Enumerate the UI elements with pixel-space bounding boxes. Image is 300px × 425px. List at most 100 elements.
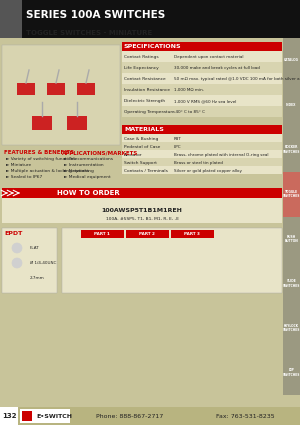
Text: TOGGLE SWITCHES - MINIATURE: TOGGLE SWITCHES - MINIATURE (26, 30, 152, 36)
Text: TOGGLE
SWITCHES: TOGGLE SWITCHES (283, 190, 300, 198)
Bar (17, 83, 35, 95)
Bar (122, 51, 282, 62)
Text: Operating Temperature: Operating Temperature (124, 110, 175, 114)
Text: FEATURES & BENEFITS: FEATURES & BENEFITS (4, 150, 74, 155)
Text: LPC: LPC (174, 144, 182, 148)
Text: PART 1: PART 1 (94, 232, 110, 236)
Bar (0, 0, 300, 38)
Bar (171, 230, 214, 238)
Text: 100A, #5SP5, T1, B1, M1, R, E, -E: 100A, #5SP5, T1, B1, M1, R, E, -E (106, 217, 178, 221)
Text: ROCKER
SWITCHES: ROCKER SWITCHES (283, 145, 300, 154)
Text: PBT: PBT (174, 136, 182, 141)
Text: SERIES 100A SWITCHES: SERIES 100A SWITCHES (26, 10, 165, 20)
Text: Fax: 763-531-8235: Fax: 763-531-8235 (216, 414, 274, 419)
Bar (67, 116, 87, 130)
Bar (122, 158, 282, 166)
Text: 1,000 V RMS @60 Hz sea level: 1,000 V RMS @60 Hz sea level (174, 99, 236, 103)
Text: ► Instrumentation: ► Instrumentation (64, 163, 104, 167)
Bar (283, 172, 300, 216)
Text: 132: 132 (2, 413, 16, 419)
Text: INDEX: INDEX (286, 103, 297, 107)
Circle shape (12, 258, 22, 268)
Bar (122, 84, 282, 95)
Bar (20, 409, 70, 423)
Text: Switch Support: Switch Support (124, 161, 157, 164)
Bar (122, 125, 282, 134)
Bar (283, 216, 300, 261)
Bar (283, 261, 300, 306)
Text: ► Networking: ► Networking (64, 169, 94, 173)
Text: ► Multiple actuation & locking options: ► Multiple actuation & locking options (6, 169, 89, 173)
Bar (2, 188, 282, 198)
Text: E•SWITCH: E•SWITCH (36, 414, 72, 419)
Bar (122, 142, 282, 150)
Text: Contact Ratings: Contact Ratings (124, 55, 159, 59)
Bar (283, 127, 300, 172)
Bar (22, 411, 32, 421)
Bar (77, 83, 95, 95)
Bar (2, 45, 120, 145)
Bar (283, 38, 300, 82)
Bar (0, 407, 300, 425)
Bar (0, 0, 22, 38)
Text: 30,000 make and break cycles at full load: 30,000 make and break cycles at full loa… (174, 66, 260, 70)
Text: Contacts / Terminals: Contacts / Terminals (124, 168, 168, 173)
Text: 100AWSP5T1B1M1REH: 100AWSP5T1B1M1REH (102, 207, 182, 212)
Text: Dependent upon contact material: Dependent upon contact material (174, 55, 244, 59)
Text: Phone: 888-867-2717: Phone: 888-867-2717 (96, 414, 164, 419)
Bar (0, 407, 18, 425)
Bar (122, 42, 282, 51)
Text: Insulation Resistance: Insulation Resistance (124, 88, 170, 92)
Bar (122, 134, 282, 142)
Text: KEYLOCK
SWITCHES: KEYLOCK SWITCHES (283, 324, 300, 332)
Bar (2, 228, 57, 293)
Text: MATERIALS: MATERIALS (124, 127, 164, 132)
Bar (47, 83, 65, 95)
Bar (126, 230, 169, 238)
Text: HOW TO ORDER: HOW TO ORDER (57, 190, 120, 196)
Text: FLAT: FLAT (30, 246, 40, 250)
Text: 2.7mm: 2.7mm (30, 276, 45, 280)
Text: CATALOG: CATALOG (284, 58, 299, 62)
Text: Actuator: Actuator (124, 153, 142, 156)
Bar (81, 230, 124, 238)
Text: Brass, chrome plated with internal O-ring seal: Brass, chrome plated with internal O-rin… (174, 153, 268, 156)
Bar (32, 116, 52, 130)
Bar (122, 62, 282, 73)
Text: PART 3: PART 3 (184, 232, 200, 236)
Text: DIP
SWITCHES: DIP SWITCHES (283, 368, 300, 377)
Text: Contact Resistance: Contact Resistance (124, 77, 166, 81)
Text: Dielectric Strength: Dielectric Strength (124, 99, 165, 103)
Circle shape (12, 243, 22, 253)
Text: -40° C to 85° C: -40° C to 85° C (174, 110, 205, 114)
Text: Pedestal of Case: Pedestal of Case (124, 144, 160, 148)
Text: SPECIFICATIONS: SPECIFICATIONS (124, 44, 182, 49)
Text: ► Telecommunications: ► Telecommunications (64, 157, 113, 161)
Text: EPDT: EPDT (4, 231, 22, 236)
Bar (122, 95, 282, 106)
Text: ► Miniature: ► Miniature (6, 163, 31, 167)
Bar (122, 166, 282, 174)
Text: Case & Bushing: Case & Bushing (124, 136, 158, 141)
Text: SLIDE
SWITCHES: SLIDE SWITCHES (283, 279, 300, 288)
Text: Brass or steel tin plated: Brass or steel tin plated (174, 161, 223, 164)
Text: PART 2: PART 2 (139, 232, 155, 236)
Bar (62, 228, 282, 293)
Bar (122, 150, 282, 158)
Text: APPLICATIONS/MARKETS: APPLICATIONS/MARKETS (62, 150, 138, 155)
Bar (122, 73, 282, 84)
Text: ► Sealed to IP67: ► Sealed to IP67 (6, 175, 42, 179)
Text: 50 mΩ max. typical rated @1.0 VDC 100 mA for both silver and gold plated contact: 50 mΩ max. typical rated @1.0 VDC 100 mA… (174, 77, 300, 81)
Bar (283, 306, 300, 350)
Text: 1,000 MΩ min.: 1,000 MΩ min. (174, 88, 204, 92)
Text: ► Variety of switching functions: ► Variety of switching functions (6, 157, 76, 161)
Text: PUSH
BUTTON: PUSH BUTTON (285, 235, 298, 243)
Text: ► Medical equipment: ► Medical equipment (64, 175, 111, 179)
Bar (2, 198, 282, 223)
Text: Life Expectancy: Life Expectancy (124, 66, 159, 70)
Text: Ø 1/4-40UNC: Ø 1/4-40UNC (30, 261, 56, 265)
Bar (283, 350, 300, 395)
Text: Silver or gold plated copper alloy: Silver or gold plated copper alloy (174, 168, 242, 173)
Bar (283, 82, 300, 127)
Bar (122, 106, 282, 117)
